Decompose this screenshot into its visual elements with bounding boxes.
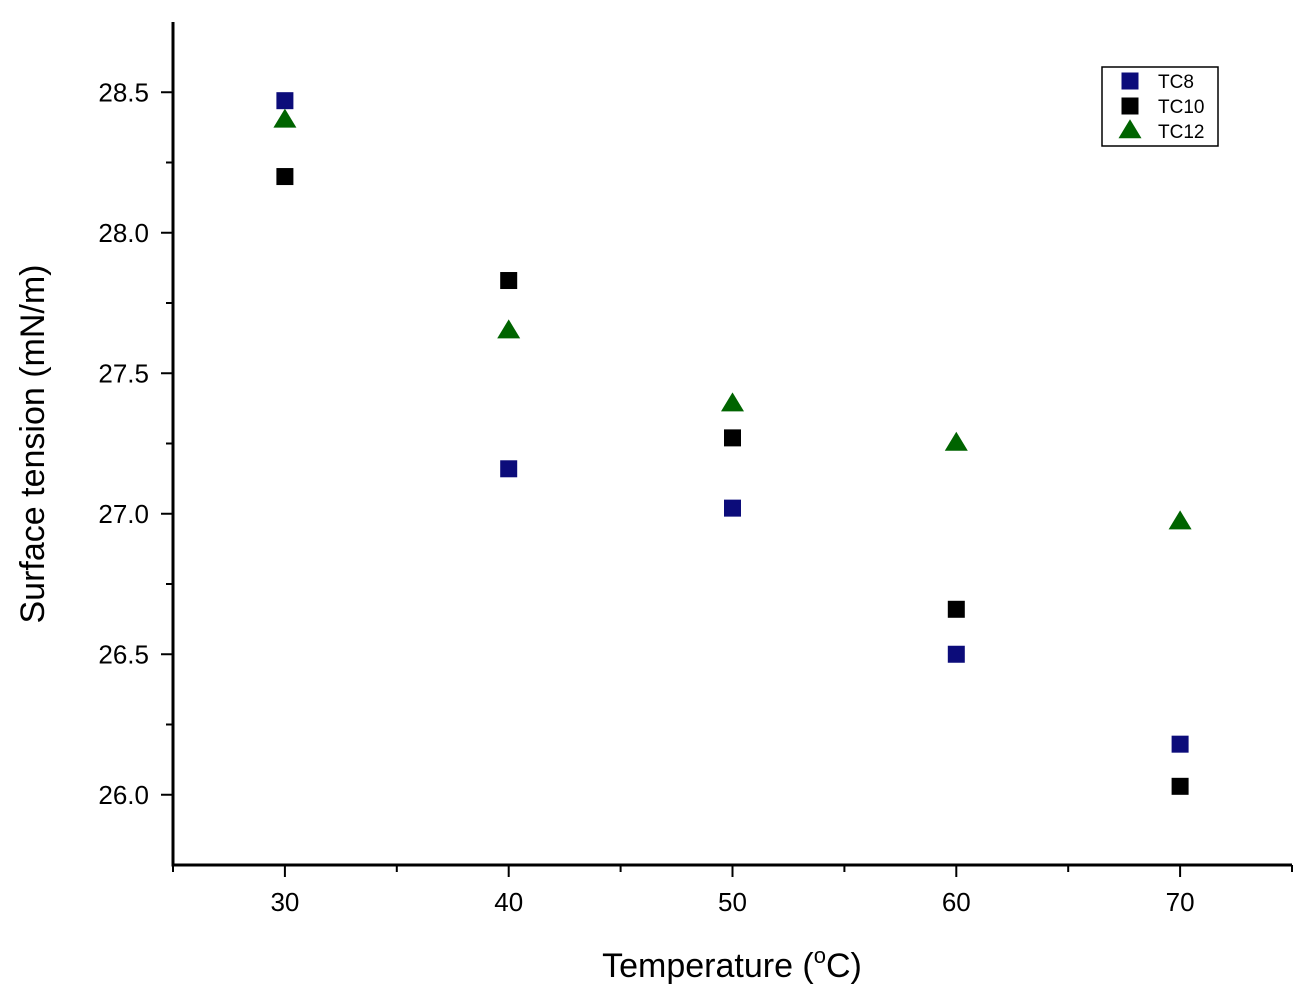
data-points xyxy=(273,92,1192,795)
x-axis-title-end: C) xyxy=(826,947,862,985)
legend-label-tc12: TC12 xyxy=(1158,122,1204,143)
x-axis-title-main: Temperature ( xyxy=(602,947,814,985)
legend-box xyxy=(1101,66,1219,147)
point-tc10 xyxy=(947,600,965,618)
y-tick-label: 28.5 xyxy=(98,77,149,107)
x-axis-title-sup: o xyxy=(814,943,826,968)
x-tick-label: 30 xyxy=(270,887,299,917)
y-tick-label: 27.0 xyxy=(98,499,149,529)
x-tick-label: 70 xyxy=(1166,887,1195,917)
point-tc12 xyxy=(497,319,521,339)
point-tc12 xyxy=(721,392,744,412)
legend-marker-tc12 xyxy=(1118,119,1142,139)
legend-label-tc10: TC10 xyxy=(1158,97,1204,118)
point-tc8 xyxy=(724,499,741,517)
x-tick-label: 40 xyxy=(494,887,523,917)
point-tc12 xyxy=(273,108,297,128)
point-tc10 xyxy=(1171,777,1189,795)
ticks: 30 40 50 60 70 26.0 26.5 27.0 27.5 28.0 28.5 xyxy=(98,77,1293,917)
point-tc10 xyxy=(500,272,518,290)
legend-marker-tc8 xyxy=(1121,72,1139,90)
point-tc10 xyxy=(276,168,294,186)
legend-label-tc8: TC8 xyxy=(1158,72,1194,93)
point-tc8 xyxy=(947,645,965,663)
y-tick-label: 26.0 xyxy=(98,780,149,810)
point-tc8 xyxy=(1171,735,1189,753)
point-tc12 xyxy=(944,431,968,451)
y-tick-label: 26.5 xyxy=(98,639,149,669)
legend: TC8 TC10 TC12 xyxy=(1101,66,1219,147)
x-tick-label: 60 xyxy=(942,887,971,917)
point-tc8 xyxy=(276,92,294,110)
y-axis-title: Surface tension (mN/m) xyxy=(14,265,52,624)
x-axis-title: Temperature (oC) xyxy=(602,943,862,985)
x-tick-label: 50 xyxy=(718,887,747,917)
point-tc8 xyxy=(500,460,518,478)
y-tick-label: 27.5 xyxy=(98,358,149,388)
y-tick-label: 28.0 xyxy=(98,218,149,248)
legend-marker-tc10 xyxy=(1121,97,1139,115)
point-tc12 xyxy=(1168,510,1192,530)
point-tc10 xyxy=(724,429,741,447)
